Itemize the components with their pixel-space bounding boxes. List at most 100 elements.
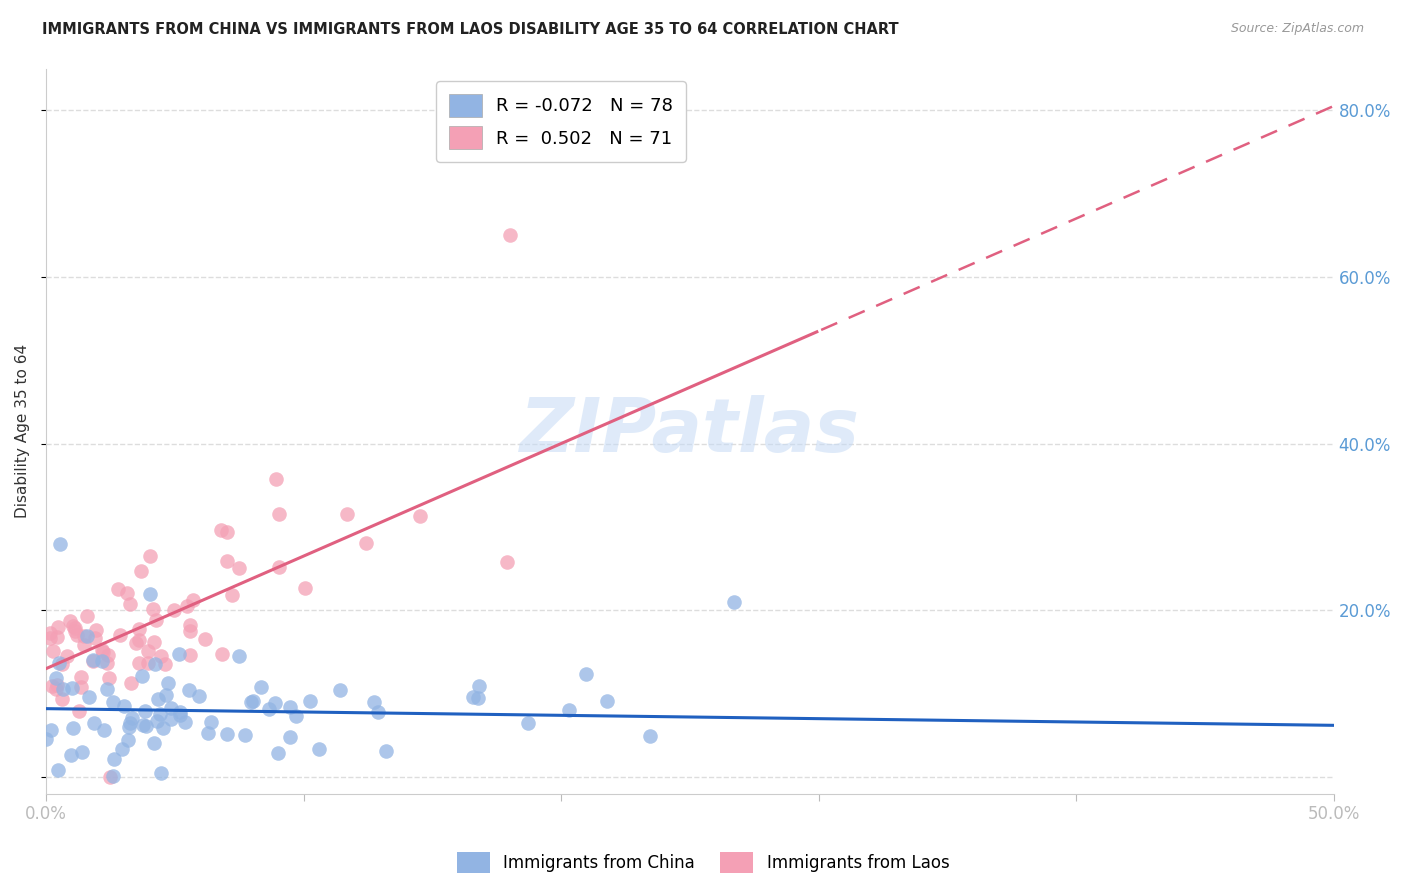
Point <box>118 597 141 611</box>
Point <box>93 723 115 737</box>
Point <box>267 559 290 574</box>
Point <box>179 648 201 663</box>
Point <box>60 748 83 763</box>
Point <box>73 638 96 652</box>
Point <box>517 716 540 731</box>
Point <box>98 671 121 685</box>
Point <box>174 714 197 729</box>
Point <box>136 657 159 671</box>
Point <box>152 721 174 735</box>
Point <box>83 716 105 731</box>
Point <box>155 689 177 703</box>
Point <box>249 680 271 694</box>
Point <box>84 631 107 645</box>
Point <box>197 726 219 740</box>
Point <box>77 690 100 704</box>
Point <box>121 711 143 725</box>
Point <box>52 682 75 697</box>
Point <box>129 565 152 579</box>
Point <box>264 696 287 710</box>
Point <box>142 602 165 616</box>
Point <box>575 667 598 681</box>
Legend: Immigrants from China, Immigrants from Laos: Immigrants from China, Immigrants from L… <box>450 846 956 880</box>
Point <box>41 644 63 658</box>
Point <box>67 704 90 718</box>
Point <box>328 682 350 697</box>
Point <box>91 654 114 668</box>
Point <box>143 635 166 649</box>
Point <box>149 648 172 663</box>
Point <box>128 622 150 636</box>
Point <box>409 509 432 524</box>
Point <box>84 623 107 637</box>
Point <box>149 706 172 721</box>
Point <box>638 729 661 743</box>
Point <box>308 742 330 756</box>
Point <box>134 704 156 718</box>
Point <box>56 648 79 663</box>
Text: Source: ZipAtlas.com: Source: ZipAtlas.com <box>1230 22 1364 36</box>
Point <box>298 694 321 708</box>
Point <box>461 690 484 704</box>
Point <box>169 647 191 661</box>
Point <box>179 682 201 697</box>
Point <box>70 670 93 684</box>
Legend: R = -0.072   N = 78, R =  0.502   N = 71: R = -0.072 N = 78, R = 0.502 N = 71 <box>436 81 686 161</box>
Point <box>217 524 239 539</box>
Point <box>91 642 114 657</box>
Point <box>97 648 120 663</box>
Point <box>179 624 201 638</box>
Point <box>91 645 114 659</box>
Point <box>193 632 215 647</box>
Point <box>70 745 93 759</box>
Point <box>46 763 69 777</box>
Text: ZIPatlas: ZIPatlas <box>520 394 860 467</box>
Point <box>228 561 250 575</box>
Point <box>153 657 176 672</box>
Point <box>150 765 173 780</box>
Point <box>169 707 191 722</box>
Point <box>160 712 183 726</box>
Point <box>156 676 179 690</box>
Point <box>118 715 141 730</box>
Point <box>76 609 98 624</box>
Point <box>124 636 146 650</box>
Point <box>128 632 150 647</box>
Text: IMMIGRANTS FROM CHINA VS IMMIGRANTS FROM LAOS DISABILITY AGE 35 TO 64 CORRELATIO: IMMIGRANTS FROM CHINA VS IMMIGRANTS FROM… <box>42 22 898 37</box>
Point <box>46 620 69 634</box>
Point <box>39 626 62 640</box>
Point <box>131 669 153 683</box>
Point <box>60 681 83 695</box>
Point <box>221 588 243 602</box>
Point <box>278 700 301 714</box>
Point <box>35 731 58 746</box>
Point <box>51 657 73 671</box>
Point <box>183 593 205 607</box>
Point <box>467 690 489 705</box>
Point <box>120 676 142 690</box>
Point <box>62 722 84 736</box>
Point <box>217 727 239 741</box>
Point <box>176 599 198 613</box>
Point <box>136 644 159 658</box>
Point <box>63 624 86 639</box>
Point <box>101 769 124 783</box>
Point <box>496 555 519 569</box>
Point <box>45 678 67 692</box>
Point <box>70 681 93 695</box>
Point <box>145 613 167 627</box>
Point <box>45 681 67 696</box>
Point <box>211 647 233 661</box>
Point <box>63 621 86 635</box>
Point <box>233 728 256 742</box>
Point <box>596 694 619 708</box>
Point <box>103 752 125 766</box>
Point <box>179 618 201 632</box>
Point <box>46 630 69 644</box>
Point <box>285 709 308 723</box>
Point <box>278 730 301 744</box>
Point <box>96 682 118 697</box>
Point <box>76 628 98 642</box>
Point <box>143 657 166 672</box>
Point <box>82 653 104 667</box>
